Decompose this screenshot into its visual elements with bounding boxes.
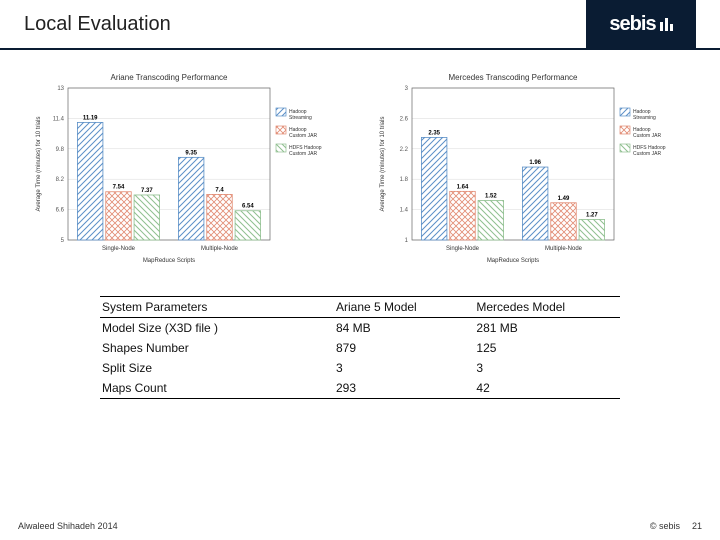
- svg-text:MapReduce Scripts: MapReduce Scripts: [487, 258, 539, 264]
- params-table-wrap: System ParametersAriane 5 ModelMercedes …: [100, 296, 620, 399]
- svg-text:6.54: 6.54: [242, 204, 254, 210]
- svg-text:3: 3: [405, 86, 409, 92]
- svg-text:1.49: 1.49: [558, 196, 570, 202]
- table-cell: 293: [334, 378, 474, 399]
- svg-text:Streaming: Streaming: [633, 115, 656, 121]
- left-chart: Ariane Transcoding Performance 5 6.6 8.2 9.8…: [28, 70, 348, 270]
- table-cell: 3: [334, 358, 474, 378]
- svg-text:7.54: 7.54: [113, 185, 125, 191]
- table-cell: Maps Count: [100, 378, 334, 399]
- svg-text:1: 1: [405, 238, 409, 244]
- table-cell: Shapes Number: [100, 338, 334, 358]
- brand-bg: sebis: [586, 0, 696, 48]
- svg-text:Average Time (minutes) for 10: Average Time (minutes) for 10 trials: [380, 117, 386, 212]
- svg-text:Single-Node: Single-Node: [102, 246, 136, 252]
- table-cell: Model Size (X3D file ): [100, 318, 334, 339]
- table-row: Maps Count29342: [100, 378, 620, 399]
- table-col-header: System Parameters: [100, 297, 334, 318]
- svg-text:11.4: 11.4: [53, 116, 65, 122]
- table-row: Model Size (X3D file )84 MB281 MB: [100, 318, 620, 339]
- brand-text: sebis: [609, 13, 655, 36]
- svg-text:Custom JAR: Custom JAR: [633, 133, 661, 139]
- table-body: Model Size (X3D file )84 MB281 MBShapes …: [100, 318, 620, 399]
- svg-text:Ariane Transcoding Performance: Ariane Transcoding Performance: [111, 73, 229, 82]
- svg-text:2.35: 2.35: [428, 130, 440, 136]
- brand-logo: sebis: [609, 13, 672, 36]
- table-cell: Split Size: [100, 358, 334, 378]
- title-bar: Local Evaluation sebis: [0, 0, 720, 48]
- svg-text:1.52: 1.52: [485, 193, 497, 199]
- params-table: System ParametersAriane 5 ModelMercedes …: [100, 296, 620, 399]
- footer-page: 21: [692, 521, 702, 531]
- svg-text:8.2: 8.2: [56, 177, 65, 183]
- footer: Alwaleed Shihadeh 2014 © sebis 21: [0, 512, 720, 540]
- svg-text:2.6: 2.6: [400, 116, 409, 122]
- footer-copyright: © sebis: [650, 521, 680, 531]
- svg-text:Streaming: Streaming: [289, 115, 312, 121]
- svg-text:Custom JAR: Custom JAR: [289, 151, 317, 157]
- svg-text:Multiple-Node: Multiple-Node: [545, 246, 583, 252]
- table-row: Shapes Number879125: [100, 338, 620, 358]
- right-chart: Mercedes Transcoding Performance 1 1.4 1.8 2…: [372, 70, 692, 270]
- charts-row: Ariane Transcoding Performance 5 6.6 8.2 9.8…: [28, 70, 692, 270]
- svg-text:Multiple-Node: Multiple-Node: [201, 246, 239, 252]
- svg-text:13: 13: [57, 86, 64, 92]
- footer-author: Alwaleed Shihadeh 2014: [18, 521, 118, 531]
- svg-text:9.35: 9.35: [185, 150, 197, 156]
- content: Ariane Transcoding Performance 5 6.6 8.2 9.8…: [0, 50, 720, 399]
- table-col-header: Mercedes Model: [474, 297, 620, 318]
- table-col-header: Ariane 5 Model: [334, 297, 474, 318]
- svg-text:Mercedes Transcoding Performan: Mercedes Transcoding Performance: [449, 73, 579, 82]
- svg-text:1.4: 1.4: [400, 208, 409, 214]
- brand-region: sebis: [586, 0, 696, 48]
- svg-text:1.8: 1.8: [400, 177, 409, 183]
- svg-text:Average Time (minutes) for 10: Average Time (minutes) for 10 trials: [36, 117, 42, 212]
- svg-text:2.2: 2.2: [400, 147, 409, 153]
- svg-text:7.37: 7.37: [141, 188, 153, 194]
- svg-text:MapReduce Scripts: MapReduce Scripts: [143, 258, 195, 264]
- svg-text:11.19: 11.19: [83, 115, 98, 121]
- svg-text:9.8: 9.8: [56, 147, 65, 153]
- table-cell: 281 MB: [474, 318, 620, 339]
- svg-text:1.64: 1.64: [457, 184, 469, 190]
- table-cell: 125: [474, 338, 620, 358]
- table-cell: 42: [474, 378, 620, 399]
- svg-text:1.27: 1.27: [586, 212, 598, 218]
- page-title: Local Evaluation: [24, 13, 171, 36]
- table-row: Split Size33: [100, 358, 620, 378]
- svg-text:Single-Node: Single-Node: [446, 246, 480, 252]
- brand-bars-icon: [660, 18, 673, 31]
- svg-text:Custom JAR: Custom JAR: [633, 151, 661, 157]
- svg-text:1.96: 1.96: [529, 160, 541, 166]
- svg-text:Custom JAR: Custom JAR: [289, 133, 317, 139]
- svg-text:7.4: 7.4: [215, 187, 224, 193]
- table-cell: 84 MB: [334, 318, 474, 339]
- table-header-row: System ParametersAriane 5 ModelMercedes …: [100, 297, 620, 318]
- svg-text:5: 5: [61, 238, 65, 244]
- table-cell: 879: [334, 338, 474, 358]
- table-cell: 3: [474, 358, 620, 378]
- svg-text:6.6: 6.6: [56, 208, 65, 214]
